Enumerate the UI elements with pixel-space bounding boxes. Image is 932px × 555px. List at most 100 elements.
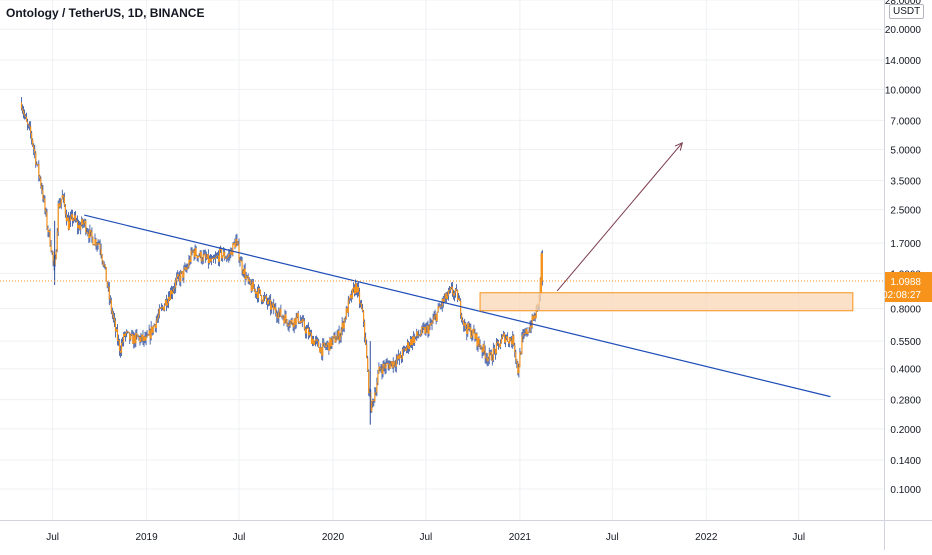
candle-body <box>496 341 499 343</box>
candle-body <box>194 248 196 257</box>
candle-body <box>68 220 71 230</box>
candle-body <box>503 333 506 343</box>
candle-body <box>494 349 496 354</box>
candle-body <box>419 335 421 337</box>
candle-body <box>370 391 372 412</box>
candle-body <box>203 253 205 255</box>
candle-body <box>169 290 172 300</box>
candle-body <box>94 239 96 245</box>
candle-body <box>495 342 497 354</box>
candle-body <box>488 352 490 359</box>
candle-body <box>235 239 237 248</box>
candle-body <box>26 121 29 125</box>
candle-body <box>126 331 128 334</box>
candle-body <box>412 336 414 345</box>
candle-body <box>262 296 265 302</box>
candle-body <box>483 344 485 351</box>
candle-body <box>425 326 427 334</box>
candle-body <box>286 319 288 325</box>
candle-body <box>490 351 492 361</box>
candle-body <box>320 347 322 353</box>
candle-body <box>445 293 447 299</box>
candle-body <box>417 331 419 336</box>
candle-body <box>206 254 208 259</box>
candle-body <box>375 392 377 394</box>
candle-body <box>381 369 383 374</box>
candle-body <box>33 145 35 150</box>
candle-body <box>442 298 444 302</box>
candle-body <box>337 330 339 336</box>
candle-body <box>285 314 287 320</box>
candle-body <box>404 348 407 351</box>
candle-body <box>363 310 365 322</box>
time-tick-label: Jul <box>46 532 59 543</box>
candle-body <box>335 340 337 343</box>
candle-body <box>394 365 396 367</box>
candle-body <box>110 300 112 311</box>
candle-body <box>313 341 316 345</box>
candle-body <box>529 325 531 332</box>
candle-body <box>57 203 59 232</box>
candle-body <box>431 322 433 325</box>
candle-body <box>325 345 327 347</box>
candle-body <box>346 308 348 313</box>
candle-body <box>160 307 162 309</box>
candle-body <box>466 328 468 335</box>
candle-body <box>23 113 26 116</box>
candle-body <box>25 116 28 122</box>
candle-body <box>48 230 50 233</box>
candle-body <box>265 296 268 302</box>
candle-body <box>401 349 404 359</box>
candle-body <box>253 288 255 290</box>
projection-arrow[interactable] <box>556 142 683 292</box>
currency-badge[interactable]: USDT <box>889 4 925 19</box>
candle-body <box>193 250 195 257</box>
candle-body <box>475 333 477 339</box>
candle-body <box>506 336 508 339</box>
candle-body <box>270 299 272 310</box>
candle-body <box>70 214 73 217</box>
candle-body <box>374 392 376 402</box>
candle-body <box>114 320 117 332</box>
candle-body <box>109 299 111 301</box>
candle-body <box>117 340 120 342</box>
candle-body <box>539 278 541 296</box>
candle-body <box>489 351 491 353</box>
candle-body <box>47 227 49 233</box>
candle-body <box>149 330 151 339</box>
candle-body <box>62 195 64 197</box>
candle-body <box>119 350 122 353</box>
candle-body <box>373 400 375 402</box>
candle-body <box>86 231 88 233</box>
candle-body <box>438 306 440 308</box>
candle-body <box>189 259 191 262</box>
candle-body <box>354 283 357 294</box>
arrow-head <box>674 141 684 151</box>
candle-body <box>382 363 384 374</box>
candle-body <box>531 315 533 328</box>
candle-body <box>118 340 121 351</box>
candle-body <box>165 299 168 306</box>
candle-body <box>20 102 23 109</box>
candle-body <box>520 352 522 354</box>
candle-body <box>473 328 475 334</box>
time-tick-label: 2022 <box>695 532 718 543</box>
candle-body <box>272 303 274 305</box>
candle-body <box>50 245 52 252</box>
candle-body <box>212 257 215 260</box>
candle-body <box>498 343 501 348</box>
candle-body <box>341 322 343 330</box>
candle-body <box>492 348 494 361</box>
candle-body <box>52 252 54 261</box>
candle-body <box>457 298 460 300</box>
candle-body <box>222 255 224 259</box>
candle-body <box>474 333 476 339</box>
candle-body <box>287 324 289 327</box>
candle-body <box>468 323 470 330</box>
candle-body <box>344 318 346 320</box>
support-zone[interactable] <box>479 292 854 312</box>
trendline[interactable] <box>84 214 831 398</box>
time-tick-label: 2019 <box>135 532 158 543</box>
